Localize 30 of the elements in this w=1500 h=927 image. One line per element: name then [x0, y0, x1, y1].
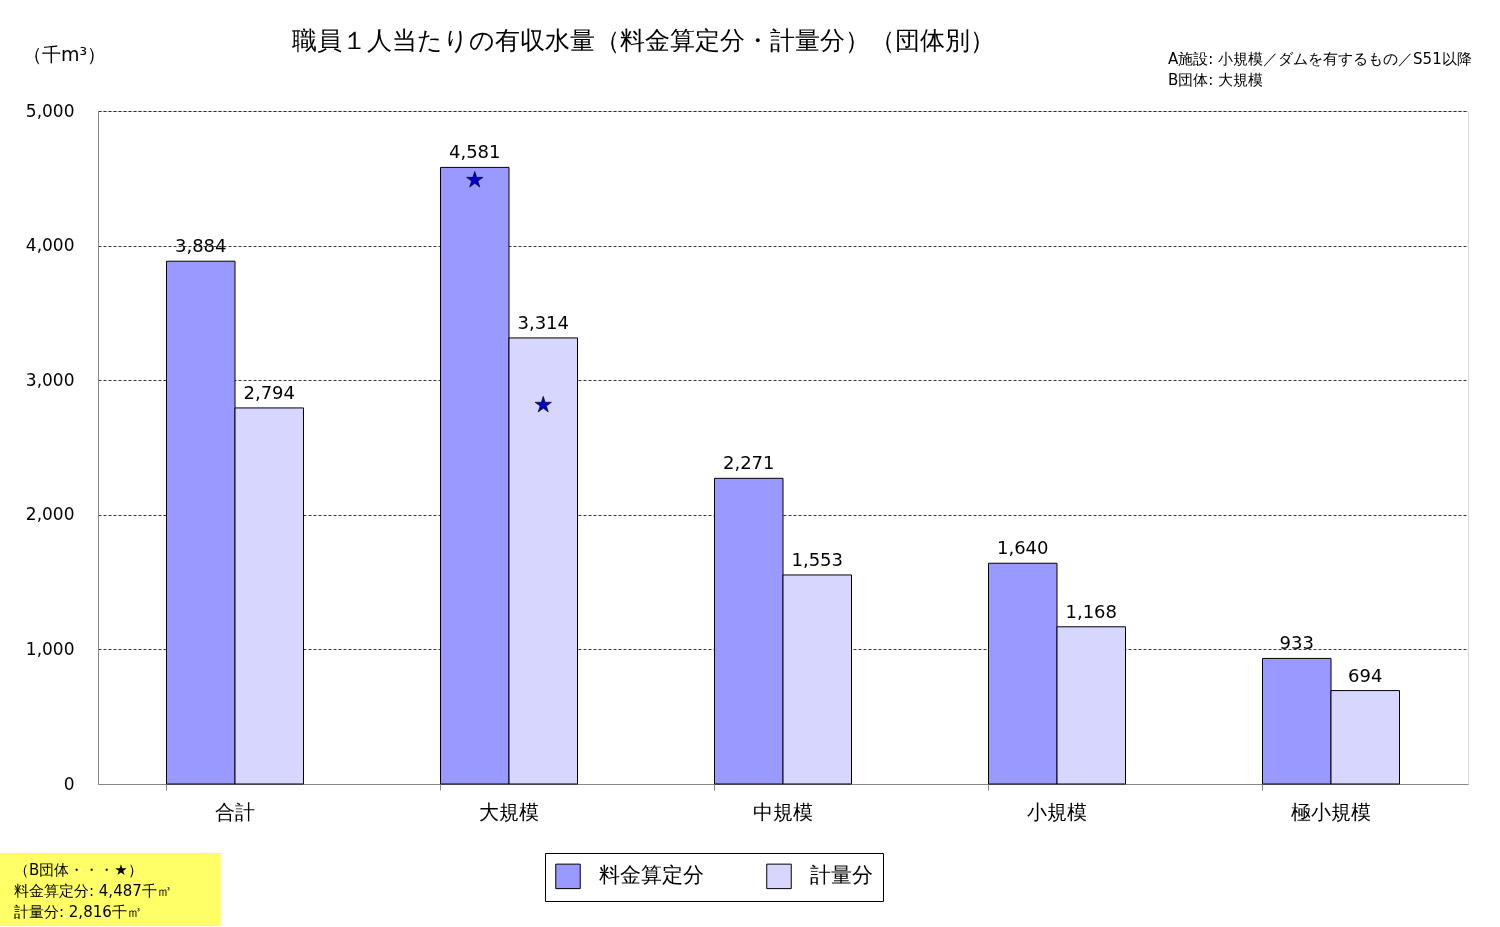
legend-label: 料金算定分 — [599, 863, 704, 888]
y-tick-label: 1,000 — [25, 638, 75, 659]
legend-label: 計量分 — [810, 863, 873, 888]
data-label: 2,794 — [243, 381, 296, 403]
x-tick-label: 中規模 — [753, 799, 813, 824]
x-tick-label: 小規模 — [1027, 799, 1087, 824]
y-axis-title: （千m³） — [23, 43, 107, 65]
text: （B団体・・・★） — [14, 861, 143, 879]
y-tick-label: 0 — [63, 773, 75, 794]
text: 計量分: 2,816千㎥ — [14, 903, 142, 921]
data-label: 1,553 — [791, 548, 844, 570]
y-tick-label: 3,000 — [25, 369, 75, 390]
data-label: 933 — [1279, 632, 1314, 654]
data-label: 3,884 — [174, 235, 227, 257]
x-tick-label: 合計 — [215, 799, 255, 824]
y-tick-label: 2,000 — [25, 504, 75, 525]
x-tick-label: 極小規模 — [1291, 799, 1371, 824]
text: B団体: 大規模 — [1168, 71, 1264, 89]
text: A施設: 小規模／ダムを有するもの／S51以降 — [1168, 50, 1472, 68]
y-tick-label: 5,000 — [25, 100, 75, 121]
chart-title: 職員１人当たりの有収水量（料金算定分・計量分）（団体別） — [291, 26, 995, 55]
data-label: 3,314 — [517, 311, 570, 333]
data-label: 694 — [1348, 664, 1383, 686]
text: 料金算定分: 4,487千㎥ — [14, 882, 172, 900]
data-label: 1,640 — [996, 537, 1049, 559]
data-label: 4,581 — [448, 141, 501, 163]
data-label: 1,168 — [1065, 600, 1118, 622]
y-tick-label: 4,000 — [25, 235, 75, 256]
data-label: 2,271 — [722, 452, 775, 474]
x-tick-label: 大規模 — [479, 799, 539, 824]
